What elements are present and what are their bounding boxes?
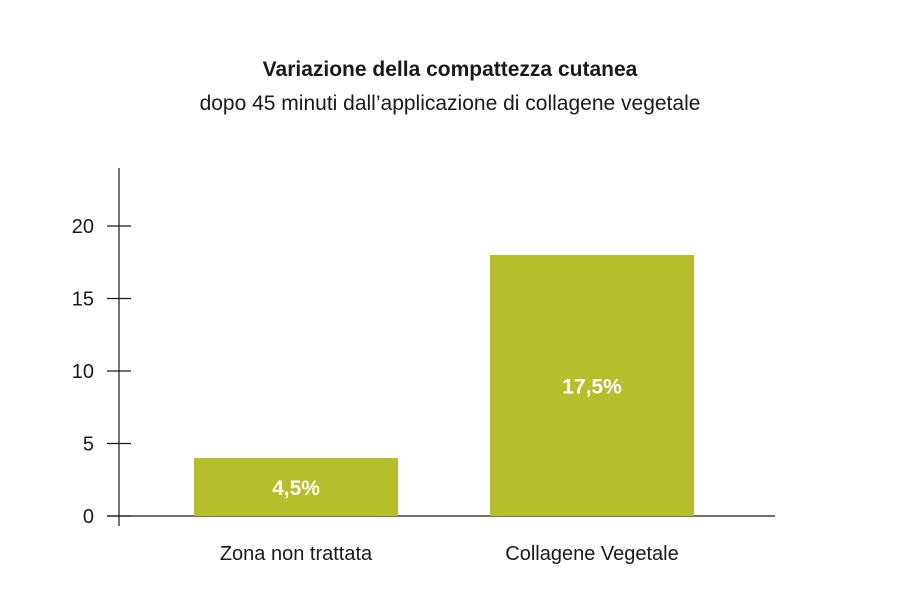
bar [490,255,694,516]
chart-title: Variazione della compattezza cutanea [262,58,638,81]
y-tick-label: 20 [72,216,94,238]
chart-labels: 0 5 10 15 20 4,5% Zona non trattata 17,5% Collag… [72,216,679,565]
chart-subtitle: dopo 45 minuti dall’applicazione di coll… [199,92,701,115]
y-tick-label: 10 [72,361,94,383]
y-tick-label: 15 [72,289,94,311]
category-label: Zona non trattata [220,543,373,565]
category-label: Collagene Vegetale [505,543,678,565]
bar [194,458,398,516]
chart-bars [194,255,694,516]
data-label: 4,5% [272,477,320,500]
y-tick-label: 0 [83,506,94,528]
y-tick-label: 5 [83,434,94,456]
data-label: 17,5% [562,376,622,399]
